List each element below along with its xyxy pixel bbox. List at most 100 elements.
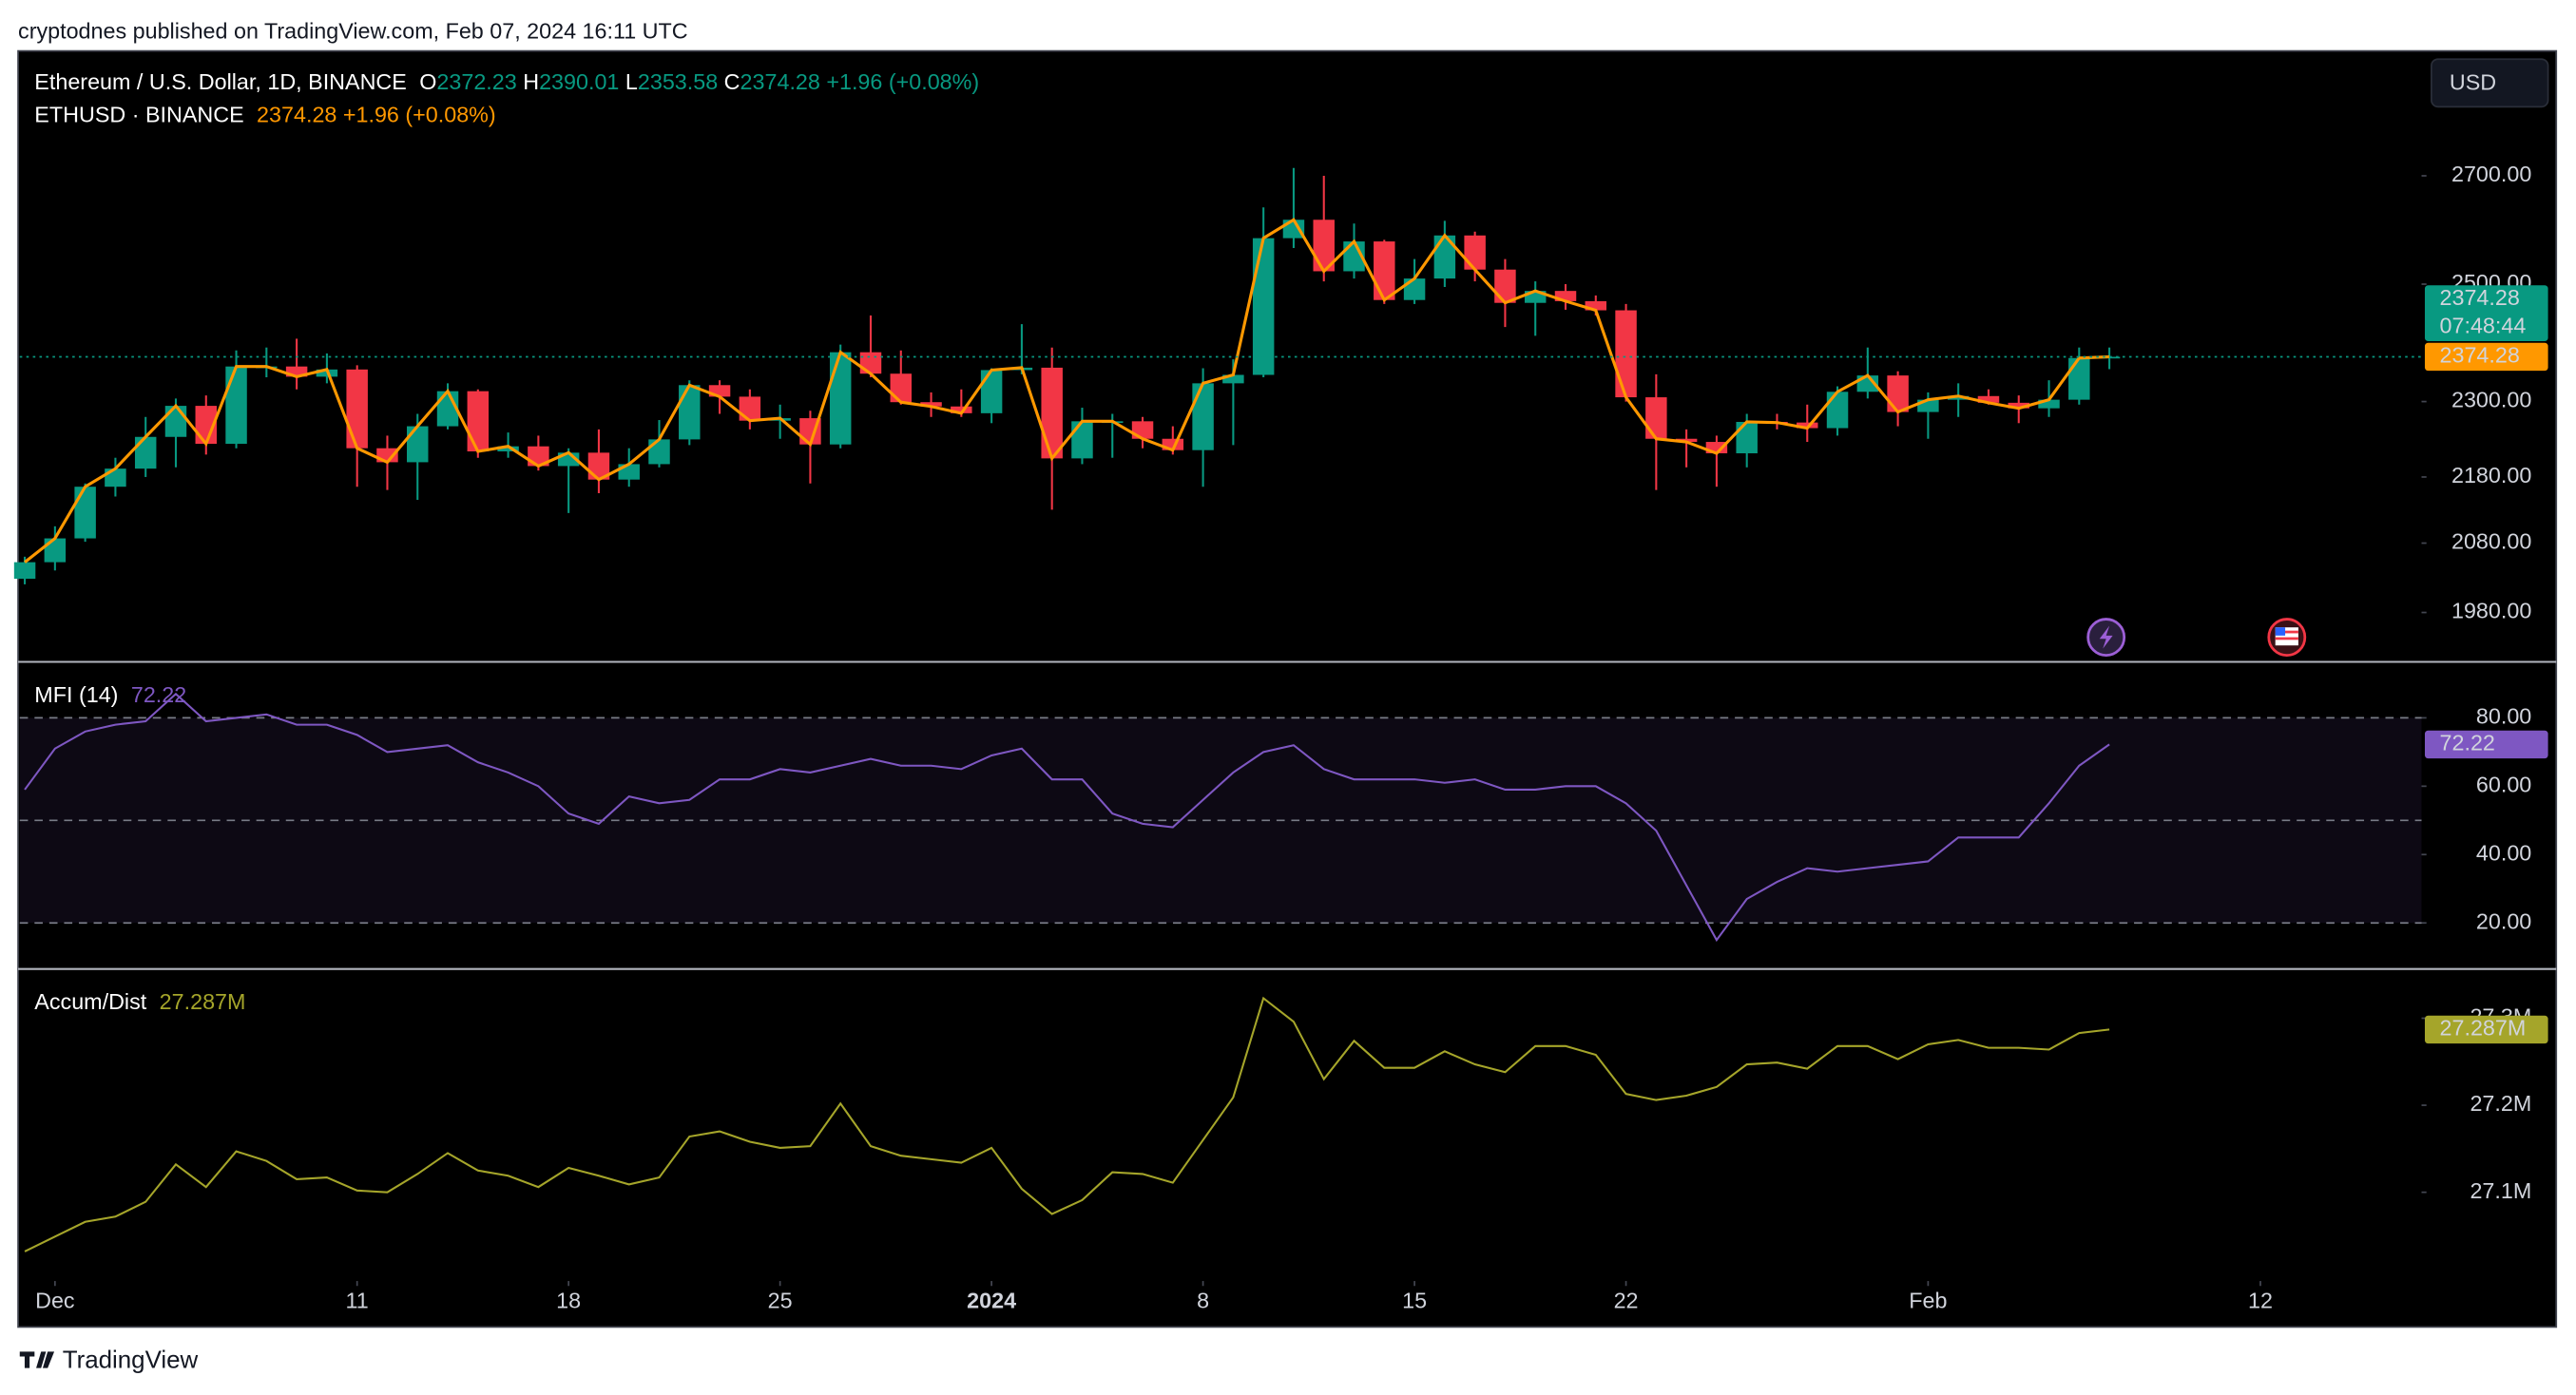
button-label[interactable]: USD [2450, 69, 2496, 94]
ohlc-value: 2353.58 [638, 69, 718, 94]
candle-body [1403, 278, 1426, 300]
price-tag [2424, 285, 2548, 342]
candle-body [1494, 269, 1516, 303]
chart-frame [17, 49, 2558, 1328]
ohlc-key: O [419, 69, 436, 94]
flag-canton [2275, 627, 2286, 636]
x-tick-label: Feb [1909, 1289, 1947, 1313]
compare-legend: ETHUSD · BINANCE 2374.28 +1.96 (+0.08%) [34, 103, 495, 127]
candle-body [1313, 220, 1335, 272]
candle-body [105, 468, 126, 487]
indicator-line [24, 996, 2110, 1252]
price-tag-label: 2374.28 [2440, 343, 2520, 368]
compare-name: ETHUSD · BINANCE [34, 103, 243, 127]
candle-body [1554, 291, 1577, 301]
ohlc-value: 2374.28 [740, 69, 820, 94]
candle-body [1162, 438, 1184, 450]
candle-body [1374, 241, 1395, 300]
mfi-value: 72.22 [131, 682, 186, 707]
candle-body [829, 352, 852, 445]
x-tick-label: 12 [2248, 1289, 2273, 1313]
ad-value: 27.287M [160, 989, 246, 1014]
candle-body [1736, 421, 1758, 454]
candle-body [407, 426, 429, 463]
flag-stripe [2275, 630, 2298, 634]
x-tick-label: Dec [35, 1289, 75, 1313]
price-tag [2424, 730, 2548, 759]
candle-body [951, 406, 972, 413]
candle-body [164, 406, 187, 437]
candle-body [1645, 397, 1667, 439]
close-line [24, 218, 2110, 564]
x-tick-label: 25 [768, 1289, 793, 1313]
x-tick-label: 18 [556, 1289, 581, 1313]
price-tag-label: 72.22 [2440, 731, 2495, 755]
lightning [2099, 625, 2113, 649]
candle-body [679, 385, 701, 440]
y-tick-label: 1980.00 [2451, 599, 2531, 623]
candle-body [1222, 374, 1244, 384]
x-tick-label: 11 [346, 1289, 369, 1313]
candle-body [1887, 375, 1909, 412]
price-tag-label: 2374.28 [2440, 285, 2520, 310]
candle-body [1071, 421, 1093, 459]
compare-value: 2374.28 [257, 103, 336, 127]
price-tag-label: 27.287M [2440, 1016, 2527, 1041]
candle-body [1675, 438, 1698, 443]
candle-body [1041, 367, 1063, 459]
candle-body [1705, 442, 1728, 454]
y-tick-label: 20.00 [2476, 908, 2531, 933]
indicator-line [24, 692, 2110, 943]
main-legend: Ethereum / U.S. Dollar, 1D, BINANCE O237… [34, 69, 979, 94]
published-note: cryptodnes published on TradingView.com,… [18, 19, 688, 44]
candle-body [2038, 399, 2060, 409]
price-tag-label: 07:48:44 [2440, 314, 2527, 338]
candle-body [225, 366, 247, 445]
ohlc-key: H [523, 69, 539, 94]
candle-body [1797, 422, 1818, 429]
candle-body [497, 446, 519, 452]
mfi-legend: MFI (14) 72.22 [34, 682, 186, 707]
candle-body [890, 373, 913, 403]
candle-body [739, 396, 761, 421]
candle-body [44, 538, 67, 563]
candle-body [74, 487, 96, 539]
button-bg[interactable] [2431, 58, 2549, 108]
candle-body [2008, 402, 2029, 409]
brand-name: TradingView [63, 1347, 199, 1374]
candle-body [1977, 395, 2000, 403]
candle-body [13, 562, 36, 580]
candle-body [920, 402, 942, 407]
currency-button[interactable]: USD [2431, 58, 2549, 108]
price-tag [2424, 342, 2548, 372]
candle-body [859, 352, 882, 374]
candle-body [467, 391, 490, 452]
candle-body [346, 369, 368, 449]
y-tick-label: 2300.00 [2451, 388, 2531, 412]
flag-stripe [2275, 637, 2298, 640]
candle-body [1252, 238, 1275, 375]
panes: 1980.002080.002180.002300.002500.002700.… [13, 162, 2548, 1313]
candle-body [134, 436, 157, 469]
x-tick-label: 22 [1614, 1289, 1639, 1313]
candle-body [1615, 310, 1637, 398]
x-tick-label: 2024 [967, 1289, 1016, 1313]
ad-title: Accum/Dist [34, 989, 146, 1014]
ad-legend: Accum/Dist 27.287M [34, 989, 245, 1014]
candle-body [285, 366, 308, 377]
candle-body [1192, 383, 1214, 450]
compare-change: +1.96 (+0.08%) [343, 103, 496, 127]
candle-body [1585, 300, 1607, 311]
ohlc-value: 2390.01 [539, 69, 619, 94]
y-tick-label: 2080.00 [2451, 529, 2531, 554]
candle-body [1947, 395, 1970, 400]
y-tick-label: 2180.00 [2451, 463, 2531, 487]
candle-body [1826, 392, 1849, 429]
y-tick-label: 27.1M [2470, 1178, 2531, 1203]
event-icons[interactable] [2086, 618, 2307, 657]
candle-body [587, 452, 610, 480]
candle-body [2068, 357, 2090, 400]
candle-body [1433, 235, 1456, 279]
